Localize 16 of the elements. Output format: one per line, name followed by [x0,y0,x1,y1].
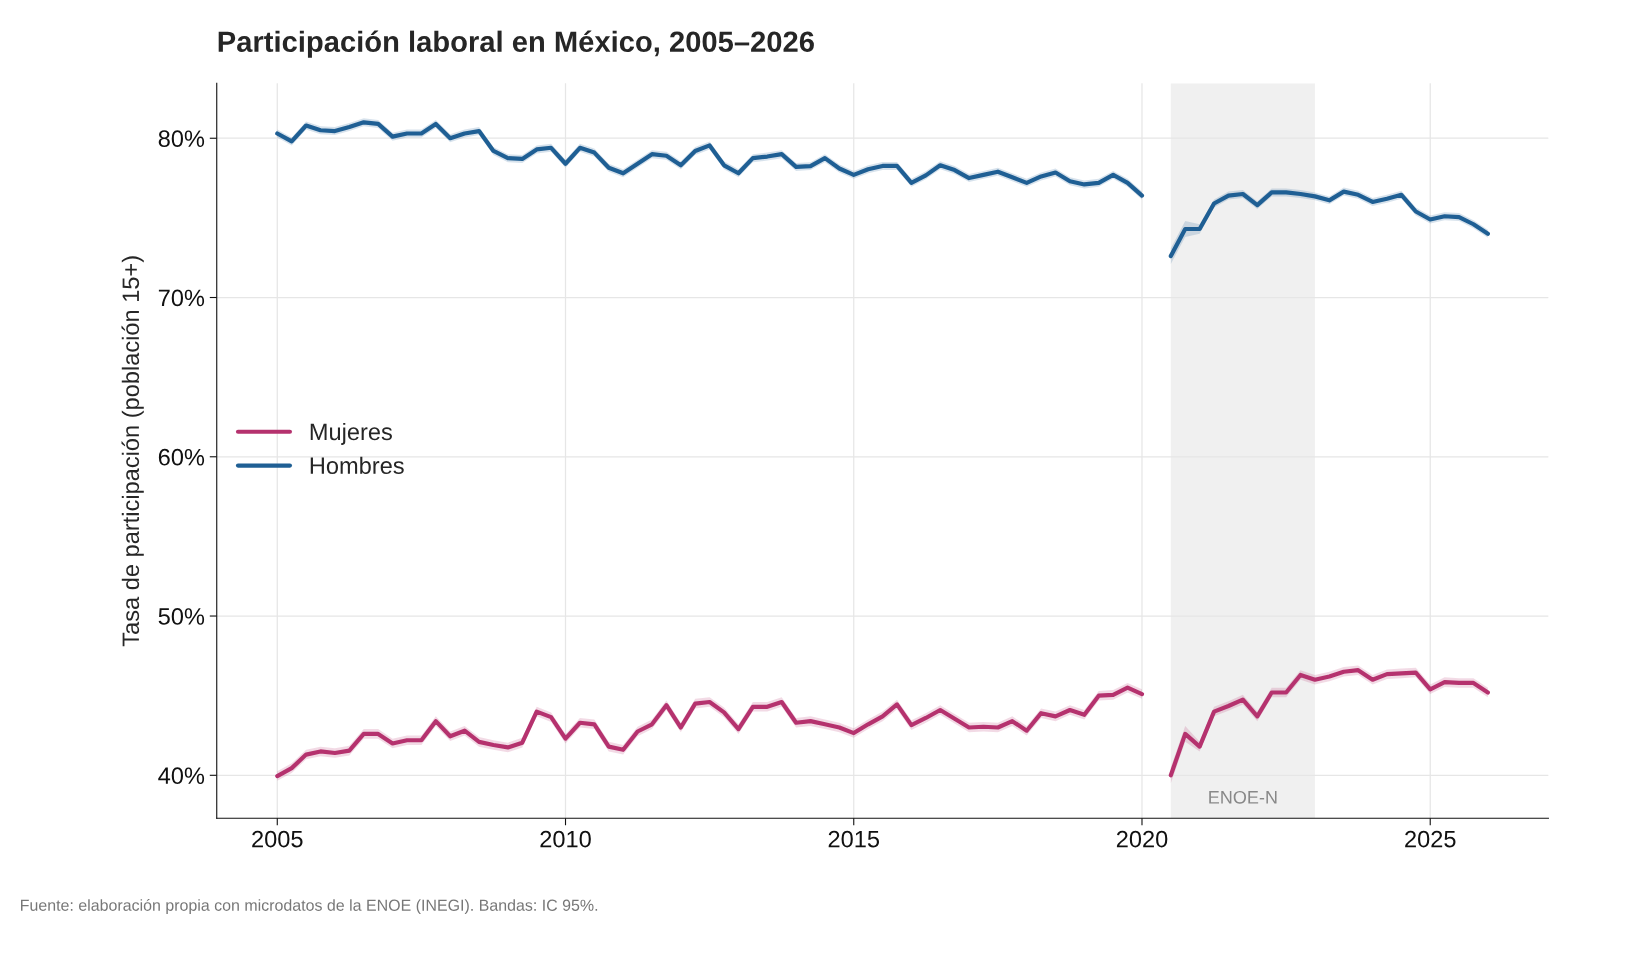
chart-title: Participación laboral en México, 2005–2026 [218,30,814,58]
y-tick-label: 60% [158,448,205,466]
source-note: Fuente: elaboración propia con microdatos de la ENOE (INEGI). Bandas: IC 95%. [21,898,598,915]
y-tick-label: 50% [158,608,205,625]
x-tick-label: 2025 [1405,830,1456,848]
x-tick-label: 2015 [828,830,880,848]
x-tick-label: 2005 [252,830,303,848]
legend-label: Mujeres [310,422,392,445]
x-tick-label: 2020 [1116,830,1168,848]
band-label: ENOE-N [1209,790,1277,804]
legend-label: Hombres [310,456,404,475]
y-tick-label: 40% [158,767,205,785]
y-tick-label: 80% [158,130,205,148]
y-axis-title: Tasa de participación (población 15+) [121,256,144,647]
y-tick-label: 70% [158,289,205,307]
x-tick-label: 2010 [540,830,591,848]
